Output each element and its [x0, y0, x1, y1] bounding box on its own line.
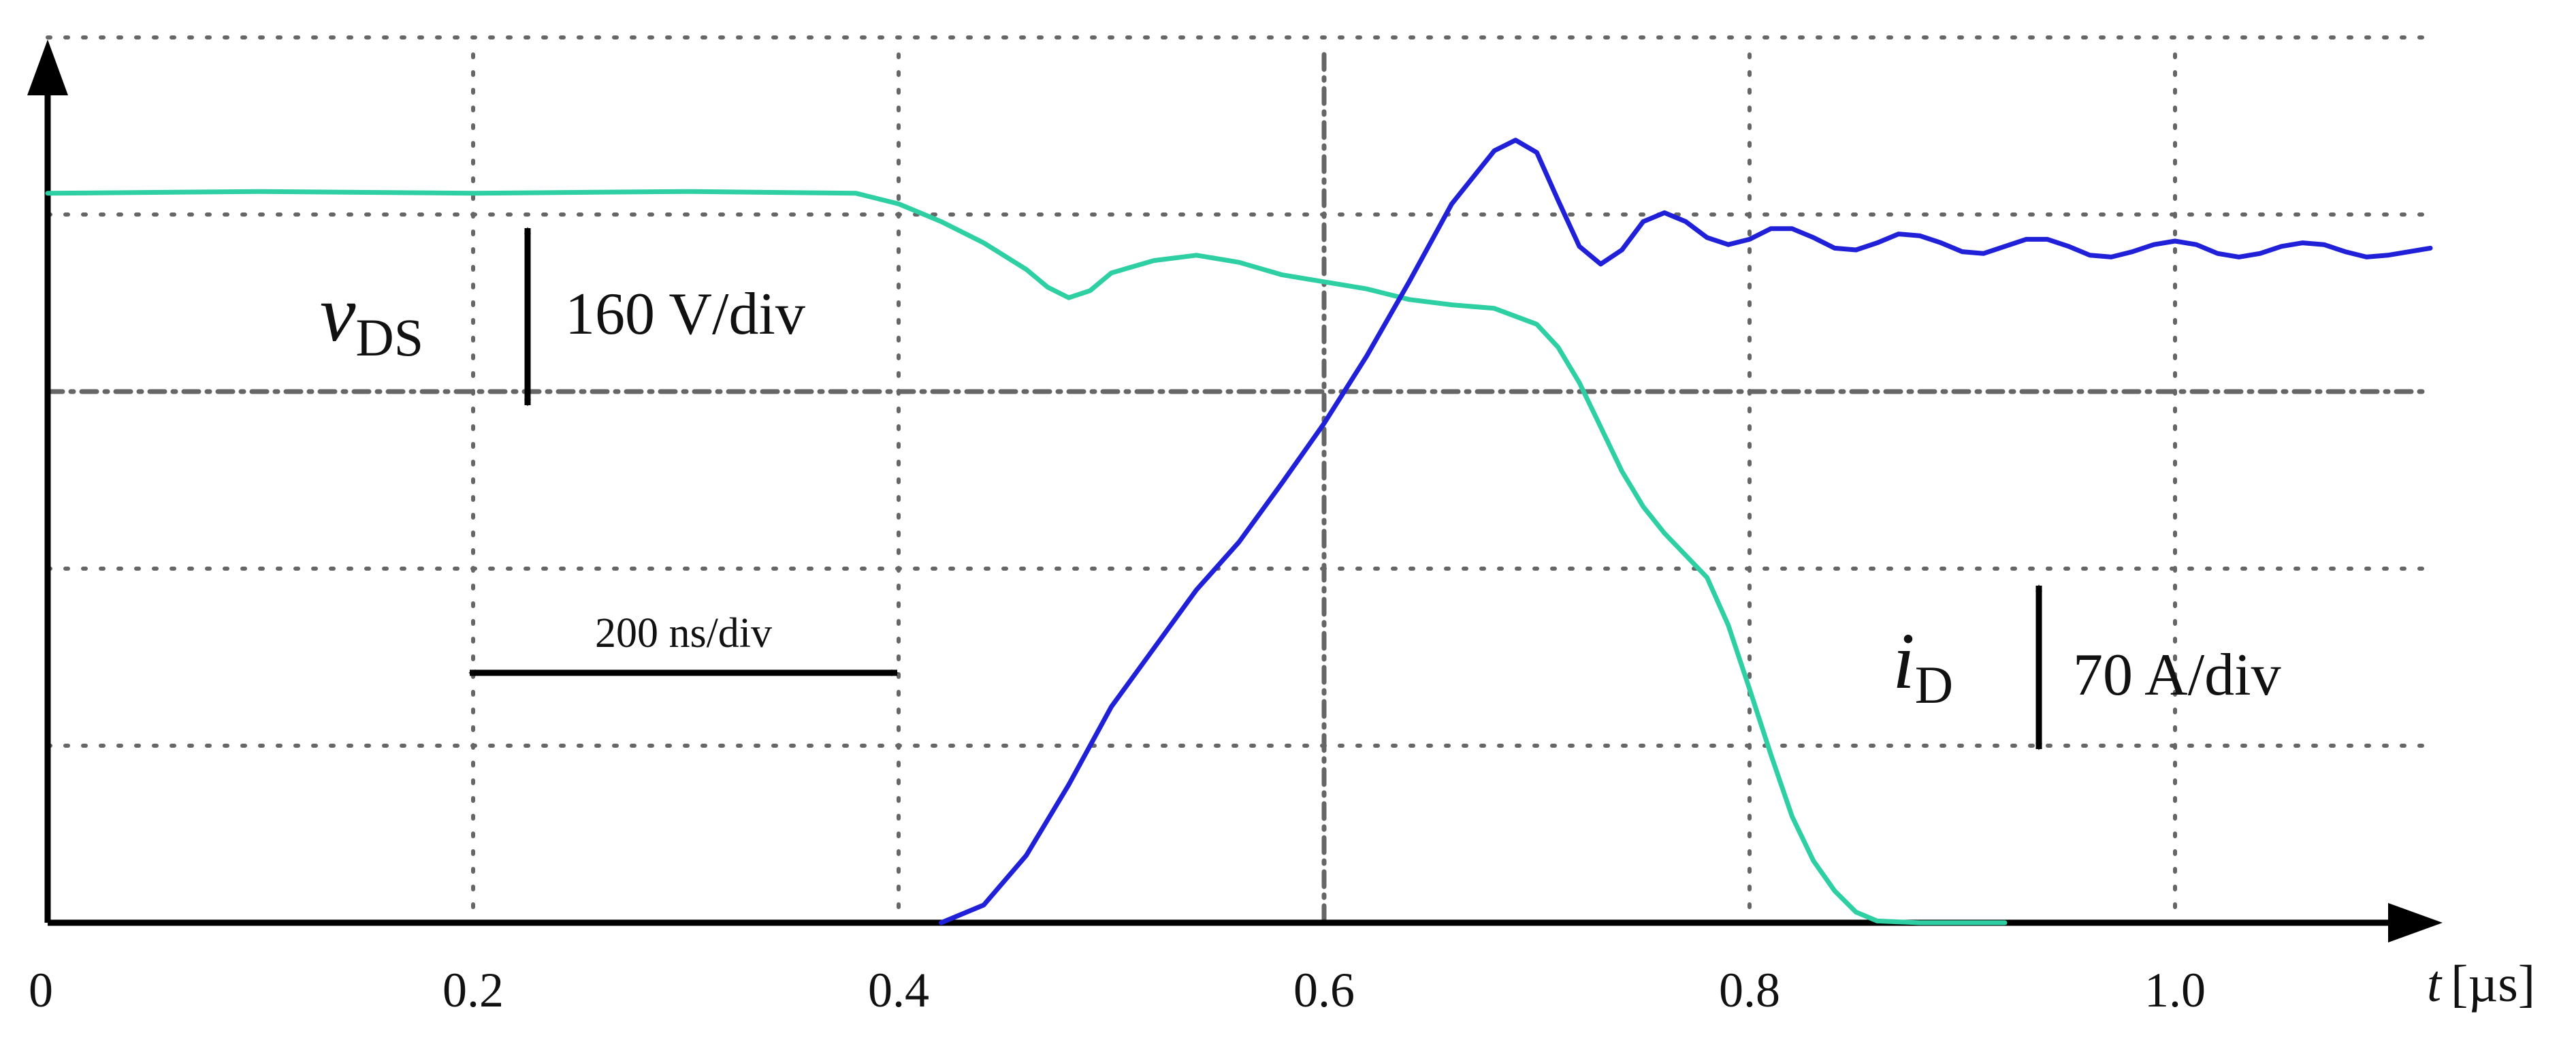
vds-scale-label: 160 V/div	[565, 281, 805, 347]
id-label: iD	[1893, 616, 1953, 714]
vds-subscript: DS	[355, 308, 423, 367]
series-layer	[45, 138, 2433, 925]
x-tick-label: 0	[29, 963, 53, 1017]
x-axis-label: t [µs]	[2427, 955, 2535, 1013]
id-subscript: D	[1915, 655, 1953, 714]
x-tick-label: 0.8	[1719, 963, 1780, 1017]
x-tick-label: 0.6	[1293, 963, 1355, 1017]
x-axis-unit: [µs]	[2451, 955, 2535, 1013]
axes	[27, 39, 2443, 942]
grid	[45, 35, 2426, 925]
id-symbol: i	[1893, 616, 1915, 706]
x-tick-label: 1.0	[2144, 963, 2206, 1017]
vds-label: vDS	[320, 269, 423, 367]
x-axis-arrowhead	[2388, 903, 2443, 942]
time-scale-label: 200 ns/div	[595, 610, 772, 656]
series-line-id	[939, 138, 2433, 925]
id-scale-label: 70 A/div	[2073, 642, 2281, 708]
x-tick-labels: 0 0.2 0.4 0.6 0.8 1.0	[29, 963, 2206, 1017]
vds-symbol: v	[320, 269, 356, 358]
x-tick-label: 0.4	[868, 963, 929, 1017]
series-line-vds	[45, 189, 2008, 925]
x-tick-label: 0.2	[442, 963, 504, 1017]
x-axis-variable: t	[2427, 955, 2443, 1013]
y-axis-arrowhead	[27, 39, 68, 95]
